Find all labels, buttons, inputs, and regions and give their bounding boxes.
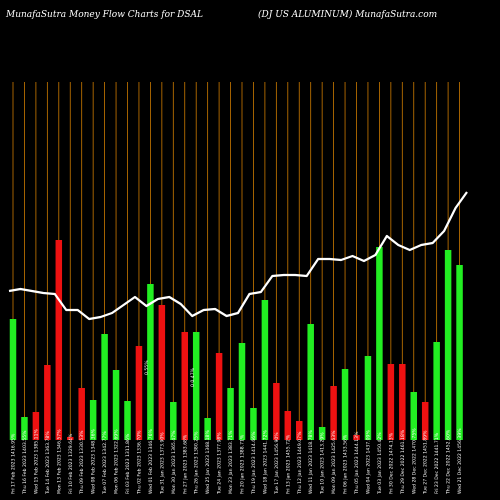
x-tick-label: Fri 13 Jan 2023 1455.72% (285, 434, 291, 494)
money-flow-bar (330, 386, 337, 440)
x-tick-label: Tue 03 Jan 2023 1450.42% (377, 432, 383, 495)
x-tick-label: Wed 18 Jan 2023 1441.72% (262, 430, 268, 494)
money-flow-bar (44, 365, 51, 440)
x-tick-label: Fri 23 Dec 2022 1441.71% (434, 432, 440, 494)
money-flow-bar (387, 364, 395, 440)
money-flow-bar (433, 342, 440, 440)
x-tick-label: Tue 24 Jan 2023 1377.98% (217, 432, 223, 495)
x-tick-label: Thu 19 Jan 2023 1414.66% (251, 431, 257, 495)
money-flow-bar (124, 401, 131, 440)
x-tick-label: Wed 28 Dec 2022 1470.75% (411, 428, 417, 494)
money-flow-bar (250, 408, 257, 440)
x-tick-label: Mon 09 Jan 2023 1425.63% (331, 430, 337, 494)
x-tick-label: Thu 16 Feb 2023 1403.55% (22, 430, 28, 495)
annotation-label: 0 0.47% (190, 367, 196, 387)
x-tick-label: Fri 30 Dec 2022 1474.13% (388, 432, 394, 494)
money-flow-bar (67, 437, 74, 440)
x-tick-label: Tue 27 Dec 2022 1451.89% (423, 430, 429, 495)
x-tick-label: Thu 05 Jan 2023 1444.13% (354, 431, 360, 495)
money-flow-bar (341, 369, 349, 440)
money-flow-bar (376, 247, 383, 440)
money-flow-bar (147, 284, 154, 440)
money-flow-bar (273, 383, 280, 440)
x-tick-label: Tue 17 Jan 2023 1456.90% (274, 432, 280, 495)
x-tick-label: Fri 17 Feb 2023 1416.95% (11, 433, 17, 494)
x-tick-label: Mon 13 Feb 2023 1346.57% (56, 429, 62, 494)
money-flow-bar (261, 300, 269, 440)
money-flow-bar (192, 332, 200, 440)
x-tick-label: Wed 21 Dec 2022 1456.39% (457, 428, 463, 494)
money-flow-bar (135, 346, 143, 440)
x-tick-label: Thu 02 Feb 2023 1336.70% (136, 430, 142, 495)
money-flow-bar (364, 356, 372, 440)
money-flow-bar (238, 343, 246, 440)
x-tick-label: Wed 01 Feb 2023 1346.76% (148, 428, 154, 494)
money-flow-bar (421, 402, 429, 440)
x-tick-label: Tue 10 Jan 2023 1413.29% (320, 432, 326, 495)
x-tick-label: Tue 07 Feb 2023 1342.77% (102, 431, 108, 495)
money-flow-bar (78, 388, 85, 440)
annotation-label: 0.55% (144, 360, 150, 375)
x-tick-label: Thu 22 Dec 2022 1452.60% (446, 429, 452, 495)
money-flow-bar (399, 364, 406, 440)
money-flow-bar (181, 332, 188, 440)
x-tick-label: Tue 14 Feb 2023 1363.78% (45, 431, 51, 495)
x-tick-label: Wed 25 Jan 2023 1368.18% (205, 430, 211, 494)
x-tick-label: Tue 31 Jan 2023 1373.90% (159, 432, 165, 495)
x-tick-label: Wed 08 Feb 2023 1348.36% (91, 428, 97, 494)
money-flow-bar (227, 388, 234, 440)
x-tick-label: Mon 23 Jan 2023 1383.71% (228, 430, 234, 494)
money-flow-bar (296, 421, 303, 440)
x-tick-label: Fri 06 Jan 2023 1433.56% (343, 434, 349, 494)
money-flow-bar (9, 319, 17, 440)
x-tick-label: Fri 03 Feb 2023 1311.86% (125, 433, 131, 494)
money-flow-bar (318, 427, 326, 440)
x-tick-label: Thu 09 Feb 2023 1330.53% (79, 430, 85, 495)
money-flow-bar (21, 417, 28, 440)
x-tick-label: Wed 15 Feb 2023 1385.11% (33, 428, 39, 494)
money-flow-bar (101, 334, 108, 440)
money-flow-bar (89, 400, 97, 440)
x-tick-label: Fri 27 Jan 2023 1383.68% (182, 434, 188, 494)
x-tick-label: Thu 26 Jan 2023 1380.25% (194, 431, 200, 495)
money-flow-bar (410, 392, 417, 440)
money-flow-bar (456, 265, 463, 440)
money-flow-bar (170, 402, 177, 440)
money-flow-bar (55, 240, 63, 440)
price-line (8, 191, 468, 321)
money-flow-bar (32, 412, 40, 440)
money-flow-bar (444, 250, 452, 440)
x-tick-label: Wed 11 Jan 2023 1418.78% (308, 430, 314, 494)
money-flow-bar (307, 324, 314, 440)
money-flow-bar (158, 305, 166, 440)
money-flow-bar (112, 370, 120, 440)
money-flow-bar (353, 435, 360, 440)
x-tick-label: Thu 29 Dec 2022 1461.18% (400, 429, 406, 495)
x-tick-label: Mon 30 Jan 2023 1365.47% (171, 430, 177, 494)
x-tick-label: Fri 10 Feb 2023 1329.64% (68, 433, 74, 494)
x-tick-label: Wed 04 Jan 2023 1437.09% (365, 430, 371, 494)
x-tick-label: Fri 20 Jan 2023 1388.71% (240, 434, 246, 494)
money-flow-bar (215, 353, 223, 440)
chart-subtitle: (DJ US ALUMINUM) MunafaSutra.com (258, 10, 438, 20)
x-tick-label: Mon 06 Feb 2023 1322.69% (114, 429, 120, 494)
chart-title: MunafaSutra Money Flow Charts for DSAL (6, 10, 204, 20)
x-tick-label: Thu 12 Jan 2023 1449.07% (297, 431, 303, 495)
money-flow-bar (204, 418, 211, 440)
money-flow-bar (284, 411, 292, 440)
